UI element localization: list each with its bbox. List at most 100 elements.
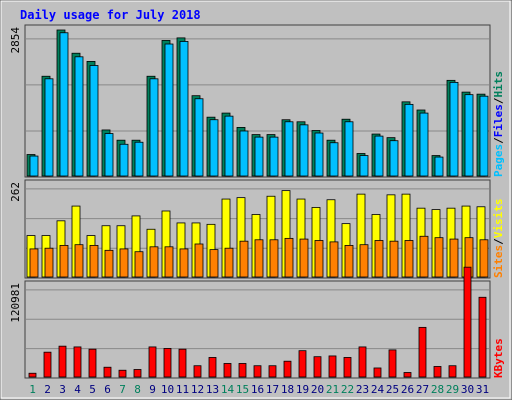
legend-separator: /: [492, 137, 505, 144]
x-tick-label: 10: [161, 383, 174, 396]
x-tick-label: 18: [281, 383, 294, 396]
sites-bar: [344, 244, 354, 278]
sites-bar: [134, 251, 144, 278]
panel-legend: Sites/Visits: [492, 199, 505, 279]
files-bar: [359, 155, 369, 177]
kbytes-bar: [418, 326, 427, 378]
x-tick-label: 28: [431, 383, 444, 396]
files-bar: [239, 130, 249, 177]
sites-bar: [359, 244, 369, 278]
sites-bar: [164, 246, 174, 278]
x-tick-label: 4: [74, 383, 81, 396]
kbytes-bar: [298, 350, 307, 378]
x-tick-label: 23: [356, 383, 369, 396]
kbytes-bar: [223, 363, 232, 378]
files-bar: [404, 103, 414, 177]
kbytes-bar: [133, 369, 142, 378]
panel-legend: KBytes: [492, 338, 505, 378]
files-bar: [374, 135, 384, 177]
kbytes-bar: [253, 365, 262, 378]
sites-bar: [314, 240, 324, 278]
x-tick-label: 30: [461, 383, 474, 396]
kbytes-bar: [193, 365, 202, 378]
sites-bar: [119, 248, 129, 278]
files-bar: [74, 56, 84, 177]
sites-bar: [374, 240, 384, 278]
kbytes-bar: [208, 357, 217, 378]
files-bar: [44, 78, 54, 177]
x-tick-label: 24: [371, 383, 385, 396]
files-bar: [89, 65, 99, 177]
sites-bar: [239, 240, 249, 278]
sites-bar: [299, 238, 309, 278]
x-tick-label: 1: [29, 383, 36, 396]
panel-1: 2854 Pages/Files/Hits: [9, 24, 505, 178]
sites-bar: [389, 240, 399, 278]
x-tick-label: 16: [251, 383, 264, 396]
kbytes-bar: [343, 357, 352, 378]
files-bar: [194, 98, 204, 177]
panel-legend: Pages/Files/Hits: [492, 71, 505, 177]
kbytes-bar: [433, 366, 442, 378]
kbytes-bar: [403, 372, 412, 378]
legend-pages: Pages: [492, 144, 505, 177]
x-tick-label: 25: [386, 383, 399, 396]
files-bar: [149, 78, 159, 177]
kbytes-bar: [73, 346, 82, 378]
legend-visits: Visits: [492, 199, 505, 239]
files-bar: [284, 121, 294, 177]
files-bar: [314, 132, 324, 177]
kbytes-bar: [178, 348, 187, 378]
x-tick-label: 29: [446, 383, 459, 396]
sites-bar: [209, 249, 219, 278]
sites-bar: [89, 244, 99, 278]
x-tick-label: 14: [221, 383, 235, 396]
kbytes-bar: [148, 346, 157, 378]
files-bar: [329, 142, 339, 177]
x-tick-label: 9: [149, 383, 156, 396]
kbytes-bar: [58, 345, 67, 378]
x-tick-label: 3: [59, 383, 66, 396]
legend-separator: /: [492, 238, 505, 245]
files-bar: [59, 32, 69, 177]
legend-sites: Sites: [492, 245, 505, 278]
x-tick-label: 2: [44, 383, 51, 396]
sites-bar: [44, 247, 54, 278]
files-bar: [449, 81, 459, 177]
files-bar: [29, 155, 39, 177]
files-bar: [434, 156, 444, 177]
panel-2: 262 Sites/Visits: [9, 179, 505, 279]
x-tick-label: 31: [476, 383, 489, 396]
files-bar: [209, 119, 219, 177]
sites-bar: [449, 238, 459, 278]
sites-bar: [59, 244, 69, 278]
files-bar: [224, 115, 234, 177]
files-bar: [254, 136, 264, 177]
x-axis-labels: 1 2 3 4 5 6 7 8 9 10 11 12 13 14 15 16 17 18 19 20 21 22 23 24 2…: [29, 383, 489, 396]
sites-bar: [194, 243, 204, 278]
kbytes-bar: [478, 296, 487, 378]
kbytes-bar: [118, 369, 127, 378]
kbytes-bar: [358, 346, 367, 378]
kbytes-bar: [88, 348, 97, 378]
x-tick-label: 21: [326, 383, 339, 396]
kbytes-bar: [28, 372, 37, 378]
x-tick-label: 13: [206, 383, 219, 396]
kbytes-bar: [448, 365, 457, 378]
files-bar: [389, 140, 399, 177]
files-bar: [464, 94, 474, 177]
panel-max-label: 2854: [9, 27, 22, 54]
x-tick-label: 17: [266, 383, 279, 396]
x-tick-label: 22: [341, 383, 354, 396]
kbytes-bar: [328, 355, 337, 378]
sites-bar: [149, 246, 159, 278]
sites-bar: [419, 235, 429, 278]
sites-bar: [284, 237, 294, 278]
kbytes-bar: [463, 266, 472, 378]
sites-bar: [434, 237, 444, 278]
panel-max-label: 262: [9, 182, 22, 202]
x-tick-label: 7: [119, 383, 126, 396]
chart-title: Daily usage for July 2018: [20, 8, 201, 22]
